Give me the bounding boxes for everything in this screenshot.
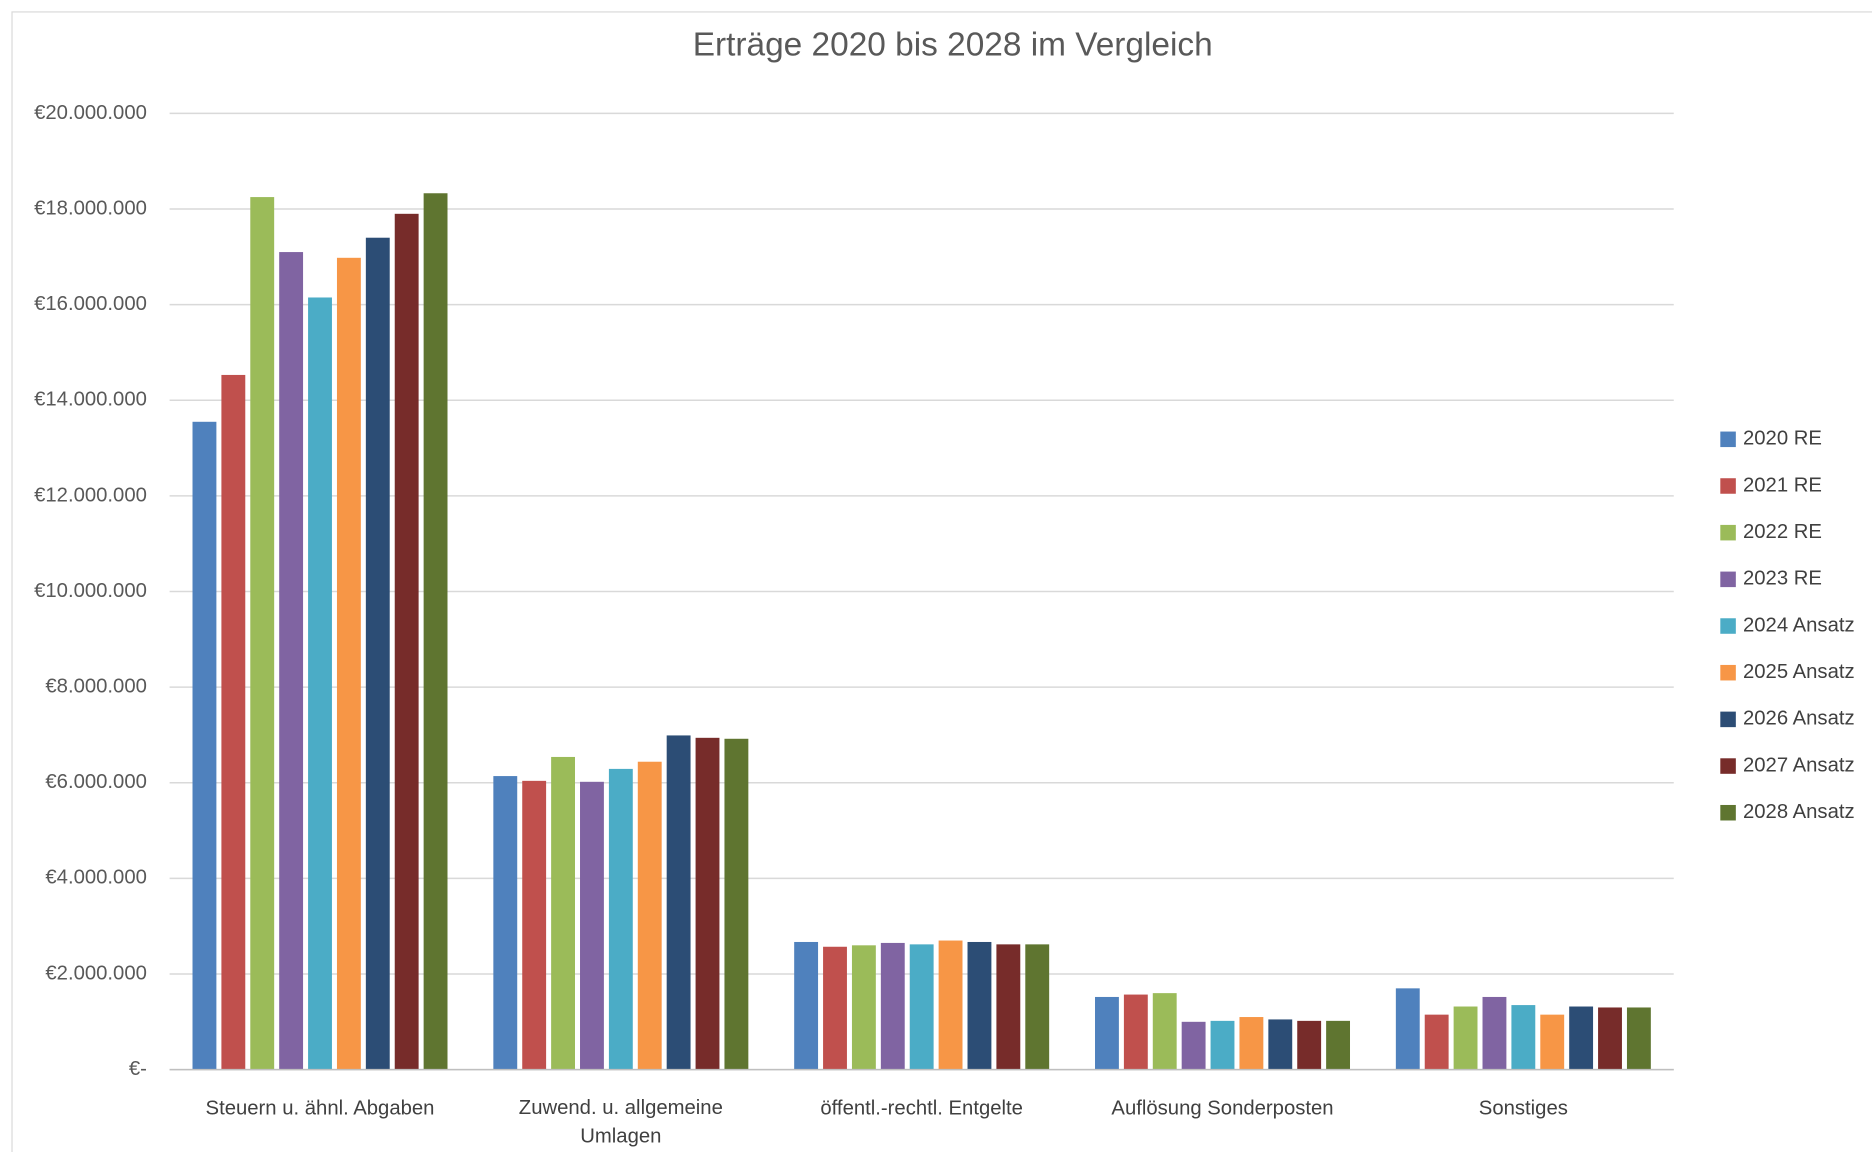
- bar: [1025, 944, 1050, 1070]
- bar: [192, 421, 217, 1070]
- bar: [1395, 988, 1420, 1070]
- legend-swatch: [1720, 758, 1736, 774]
- legend-swatch: [1720, 804, 1736, 821]
- bar: [996, 944, 1021, 1070]
- bar: [695, 737, 720, 1070]
- bar: [250, 197, 275, 1070]
- bar: [1540, 1014, 1565, 1070]
- y-tick-label: €2.000.000: [45, 962, 147, 984]
- bar: [1152, 993, 1177, 1070]
- bar: [1297, 1020, 1322, 1070]
- bar: [493, 776, 518, 1070]
- bar: [423, 193, 448, 1070]
- bar: [880, 942, 905, 1070]
- x-tick-label: Steuern u. ähnl. Abgaben: [206, 1097, 435, 1119]
- bar: [580, 781, 604, 1070]
- bar: [1326, 1020, 1351, 1070]
- bar: [221, 374, 246, 1070]
- legend-swatch: [1720, 571, 1736, 588]
- y-tick-label: €-: [129, 1058, 147, 1080]
- bar: [851, 945, 876, 1070]
- legend-swatch: [1720, 618, 1736, 634]
- bar: [1424, 1014, 1449, 1070]
- bar: [1181, 1021, 1206, 1070]
- legend-swatch: [1720, 711, 1736, 728]
- bar: [794, 941, 819, 1070]
- bar: [823, 946, 847, 1070]
- bar: [1095, 996, 1119, 1070]
- x-tick-label: Zuwend. u. allgemeine Umlagen: [519, 1097, 723, 1148]
- bar: [1482, 996, 1507, 1070]
- bar: [1626, 1007, 1651, 1070]
- bar: [1598, 1007, 1622, 1070]
- y-tick-label: €20.000.000: [34, 102, 147, 124]
- bar: [1453, 1006, 1478, 1070]
- legend-swatch: [1720, 431, 1736, 448]
- y-tick-label: €6.000.000: [45, 771, 147, 793]
- bar: [1123, 994, 1148, 1070]
- x-tick-label: öffentl.-rechtl. Entgelte: [820, 1097, 1023, 1119]
- bar: [1239, 1017, 1264, 1070]
- bar: [724, 738, 749, 1070]
- legend-label: 2023 RE: [1743, 568, 1822, 590]
- bar: [1210, 1020, 1235, 1070]
- bar: [336, 257, 361, 1070]
- bar: [365, 237, 390, 1070]
- bar: [608, 768, 633, 1070]
- bar: [1511, 1005, 1536, 1070]
- bar: [522, 780, 547, 1070]
- legend-label: 2027 Ansatz: [1743, 754, 1855, 776]
- bar: [551, 756, 576, 1070]
- legend-label: 2028 Ansatz: [1743, 801, 1855, 823]
- bar: [308, 297, 332, 1070]
- bar: [909, 944, 934, 1070]
- y-tick-label: €18.000.000: [34, 197, 147, 219]
- bar: [938, 940, 963, 1070]
- bar: [967, 941, 992, 1070]
- legend-swatch: [1720, 478, 1736, 494]
- legend-label: 2022 RE: [1743, 521, 1822, 543]
- y-tick-label: €14.000.000: [34, 389, 147, 411]
- legend-label: 2020 RE: [1743, 428, 1822, 450]
- bar: [637, 761, 662, 1070]
- legend-label: 2024 Ansatz: [1743, 614, 1855, 636]
- x-tick-label: Sonstiges: [1479, 1097, 1568, 1119]
- y-tick-label: €16.000.000: [34, 293, 147, 315]
- y-tick-label: €8.000.000: [45, 676, 147, 698]
- legend-label: 2021 RE: [1743, 474, 1822, 496]
- bar: [1569, 1006, 1594, 1070]
- bar: [279, 252, 304, 1070]
- chart-title: Erträge 2020 bis 2028 im Vergleich: [693, 26, 1213, 63]
- x-tick-label: Auflösung Sonderposten: [1111, 1097, 1333, 1119]
- bar: [394, 213, 419, 1070]
- y-tick-label: €10.000.000: [34, 580, 147, 602]
- y-tick-label: €12.000.000: [34, 484, 147, 506]
- legend-swatch: [1720, 524, 1736, 541]
- legend-label: 2026 Ansatz: [1743, 708, 1855, 730]
- bar: [666, 735, 691, 1070]
- legend-swatch: [1720, 664, 1736, 681]
- y-tick-label: €4.000.000: [45, 867, 147, 889]
- legend-label: 2025 Ansatz: [1743, 661, 1855, 683]
- bar: [1268, 1019, 1293, 1070]
